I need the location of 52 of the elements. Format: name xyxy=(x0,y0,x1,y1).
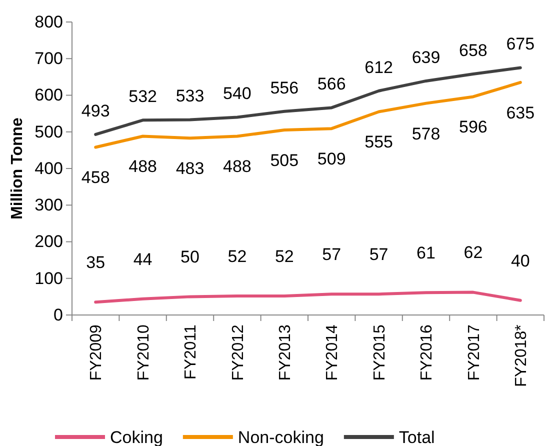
data-label: 52 xyxy=(228,246,247,266)
y-tick-label: 600 xyxy=(34,86,63,105)
data-label: 488 xyxy=(128,157,157,176)
data-label: 505 xyxy=(270,150,299,170)
x-tick-label: FY2012 xyxy=(230,324,247,381)
data-label: 635 xyxy=(506,103,535,122)
x-tick-label: FY2013 xyxy=(277,324,294,381)
y-tick-label: 400 xyxy=(34,158,63,178)
data-label: 40 xyxy=(510,251,530,270)
data-label: 578 xyxy=(412,124,440,144)
x-tick-label: FY2015 xyxy=(371,324,388,381)
y-tick-label: 500 xyxy=(34,122,63,142)
line-series xyxy=(94,290,522,304)
y-tick-label: 300 xyxy=(34,196,63,215)
y-tick-label: 200 xyxy=(34,232,63,252)
data-label: 458 xyxy=(81,168,110,188)
data-label: 57 xyxy=(369,245,388,264)
data-label: 639 xyxy=(412,48,440,67)
y-tick-label: 800 xyxy=(34,12,63,32)
data-label: 61 xyxy=(416,244,436,263)
data-label: 540 xyxy=(223,84,252,104)
legend-label: Total xyxy=(398,428,435,446)
x-tick-label: FY2018* xyxy=(513,324,530,387)
x-tick-label: FY2011 xyxy=(182,324,200,380)
data-label: 62 xyxy=(464,243,483,262)
x-tick-label: FY2016 xyxy=(418,324,436,381)
x-tick-label: FY2010 xyxy=(135,324,152,381)
data-label: 675 xyxy=(506,34,535,54)
data-label: 612 xyxy=(364,58,393,77)
data-label: 35 xyxy=(86,253,106,272)
data-label: 44 xyxy=(133,250,152,269)
data-label: 50 xyxy=(180,248,200,267)
data-label: 509 xyxy=(317,150,346,169)
y-tick-label: 700 xyxy=(34,49,63,68)
x-tick-label: FY2009 xyxy=(88,324,106,381)
y-axis-title: Million Tonne xyxy=(9,117,26,220)
data-label: 493 xyxy=(81,101,110,120)
data-label: 533 xyxy=(176,86,204,106)
data-label: 566 xyxy=(317,74,346,94)
data-label: 488 xyxy=(223,157,252,176)
data-label: 57 xyxy=(322,245,342,264)
data-label: 658 xyxy=(459,40,488,60)
y-tick-label: 0 xyxy=(54,305,63,324)
data-label: 52 xyxy=(274,246,294,266)
y-tick-label: 100 xyxy=(34,268,63,288)
data-label: 555 xyxy=(364,132,393,152)
data-label: 532 xyxy=(128,87,157,106)
x-tick-label: FY2014 xyxy=(324,324,342,381)
data-label: 556 xyxy=(270,78,299,98)
x-tick-label: FY2017 xyxy=(466,324,483,381)
data-label: 596 xyxy=(459,118,488,137)
data-label: 483 xyxy=(176,159,204,178)
